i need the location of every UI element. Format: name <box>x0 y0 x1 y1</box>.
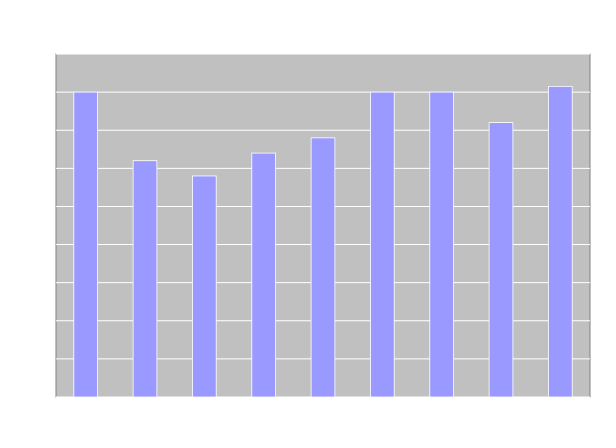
bar <box>488 122 514 398</box>
bar <box>73 91 98 398</box>
bar <box>370 91 395 398</box>
bar <box>251 152 276 398</box>
bar <box>132 160 158 398</box>
bar <box>192 175 217 398</box>
bar <box>548 85 573 398</box>
bar <box>429 91 454 398</box>
bar <box>310 137 336 398</box>
